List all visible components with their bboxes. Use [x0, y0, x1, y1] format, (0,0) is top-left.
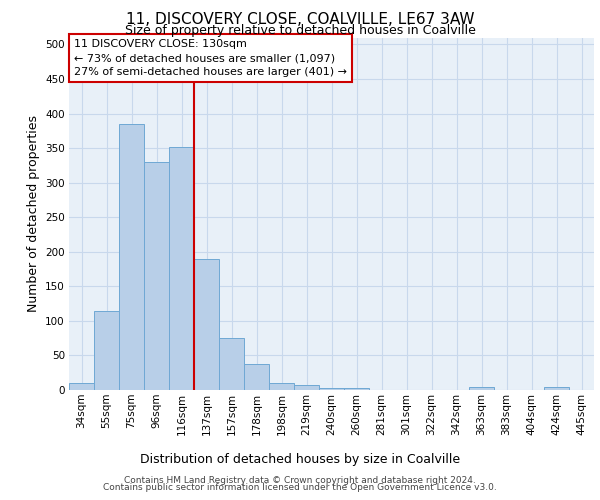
Text: 11, DISCOVERY CLOSE, COALVILLE, LE67 3AW: 11, DISCOVERY CLOSE, COALVILLE, LE67 3AW	[126, 12, 474, 28]
Bar	[244, 364, 269, 390]
Text: Contains public sector information licensed under the Open Government Licence v3: Contains public sector information licen…	[103, 484, 497, 492]
Text: Size of property relative to detached houses in Coalville: Size of property relative to detached ho…	[125, 24, 475, 37]
Bar	[319, 388, 344, 390]
Bar	[194, 258, 219, 390]
Bar	[544, 386, 569, 390]
Bar	[144, 162, 169, 390]
Text: 11 DISCOVERY CLOSE: 130sqm
← 73% of detached houses are smaller (1,097)
27% of s: 11 DISCOVERY CLOSE: 130sqm ← 73% of deta…	[74, 40, 347, 78]
Bar	[269, 383, 294, 390]
Bar	[94, 310, 119, 390]
Y-axis label: Number of detached properties: Number of detached properties	[26, 116, 40, 312]
Bar	[69, 383, 94, 390]
Bar	[344, 388, 369, 390]
Bar	[119, 124, 144, 390]
Text: Contains HM Land Registry data © Crown copyright and database right 2024.: Contains HM Land Registry data © Crown c…	[124, 476, 476, 485]
Bar	[219, 338, 244, 390]
Bar	[294, 385, 319, 390]
Text: Distribution of detached houses by size in Coalville: Distribution of detached houses by size …	[140, 453, 460, 466]
Bar	[169, 146, 194, 390]
Bar	[469, 386, 494, 390]
